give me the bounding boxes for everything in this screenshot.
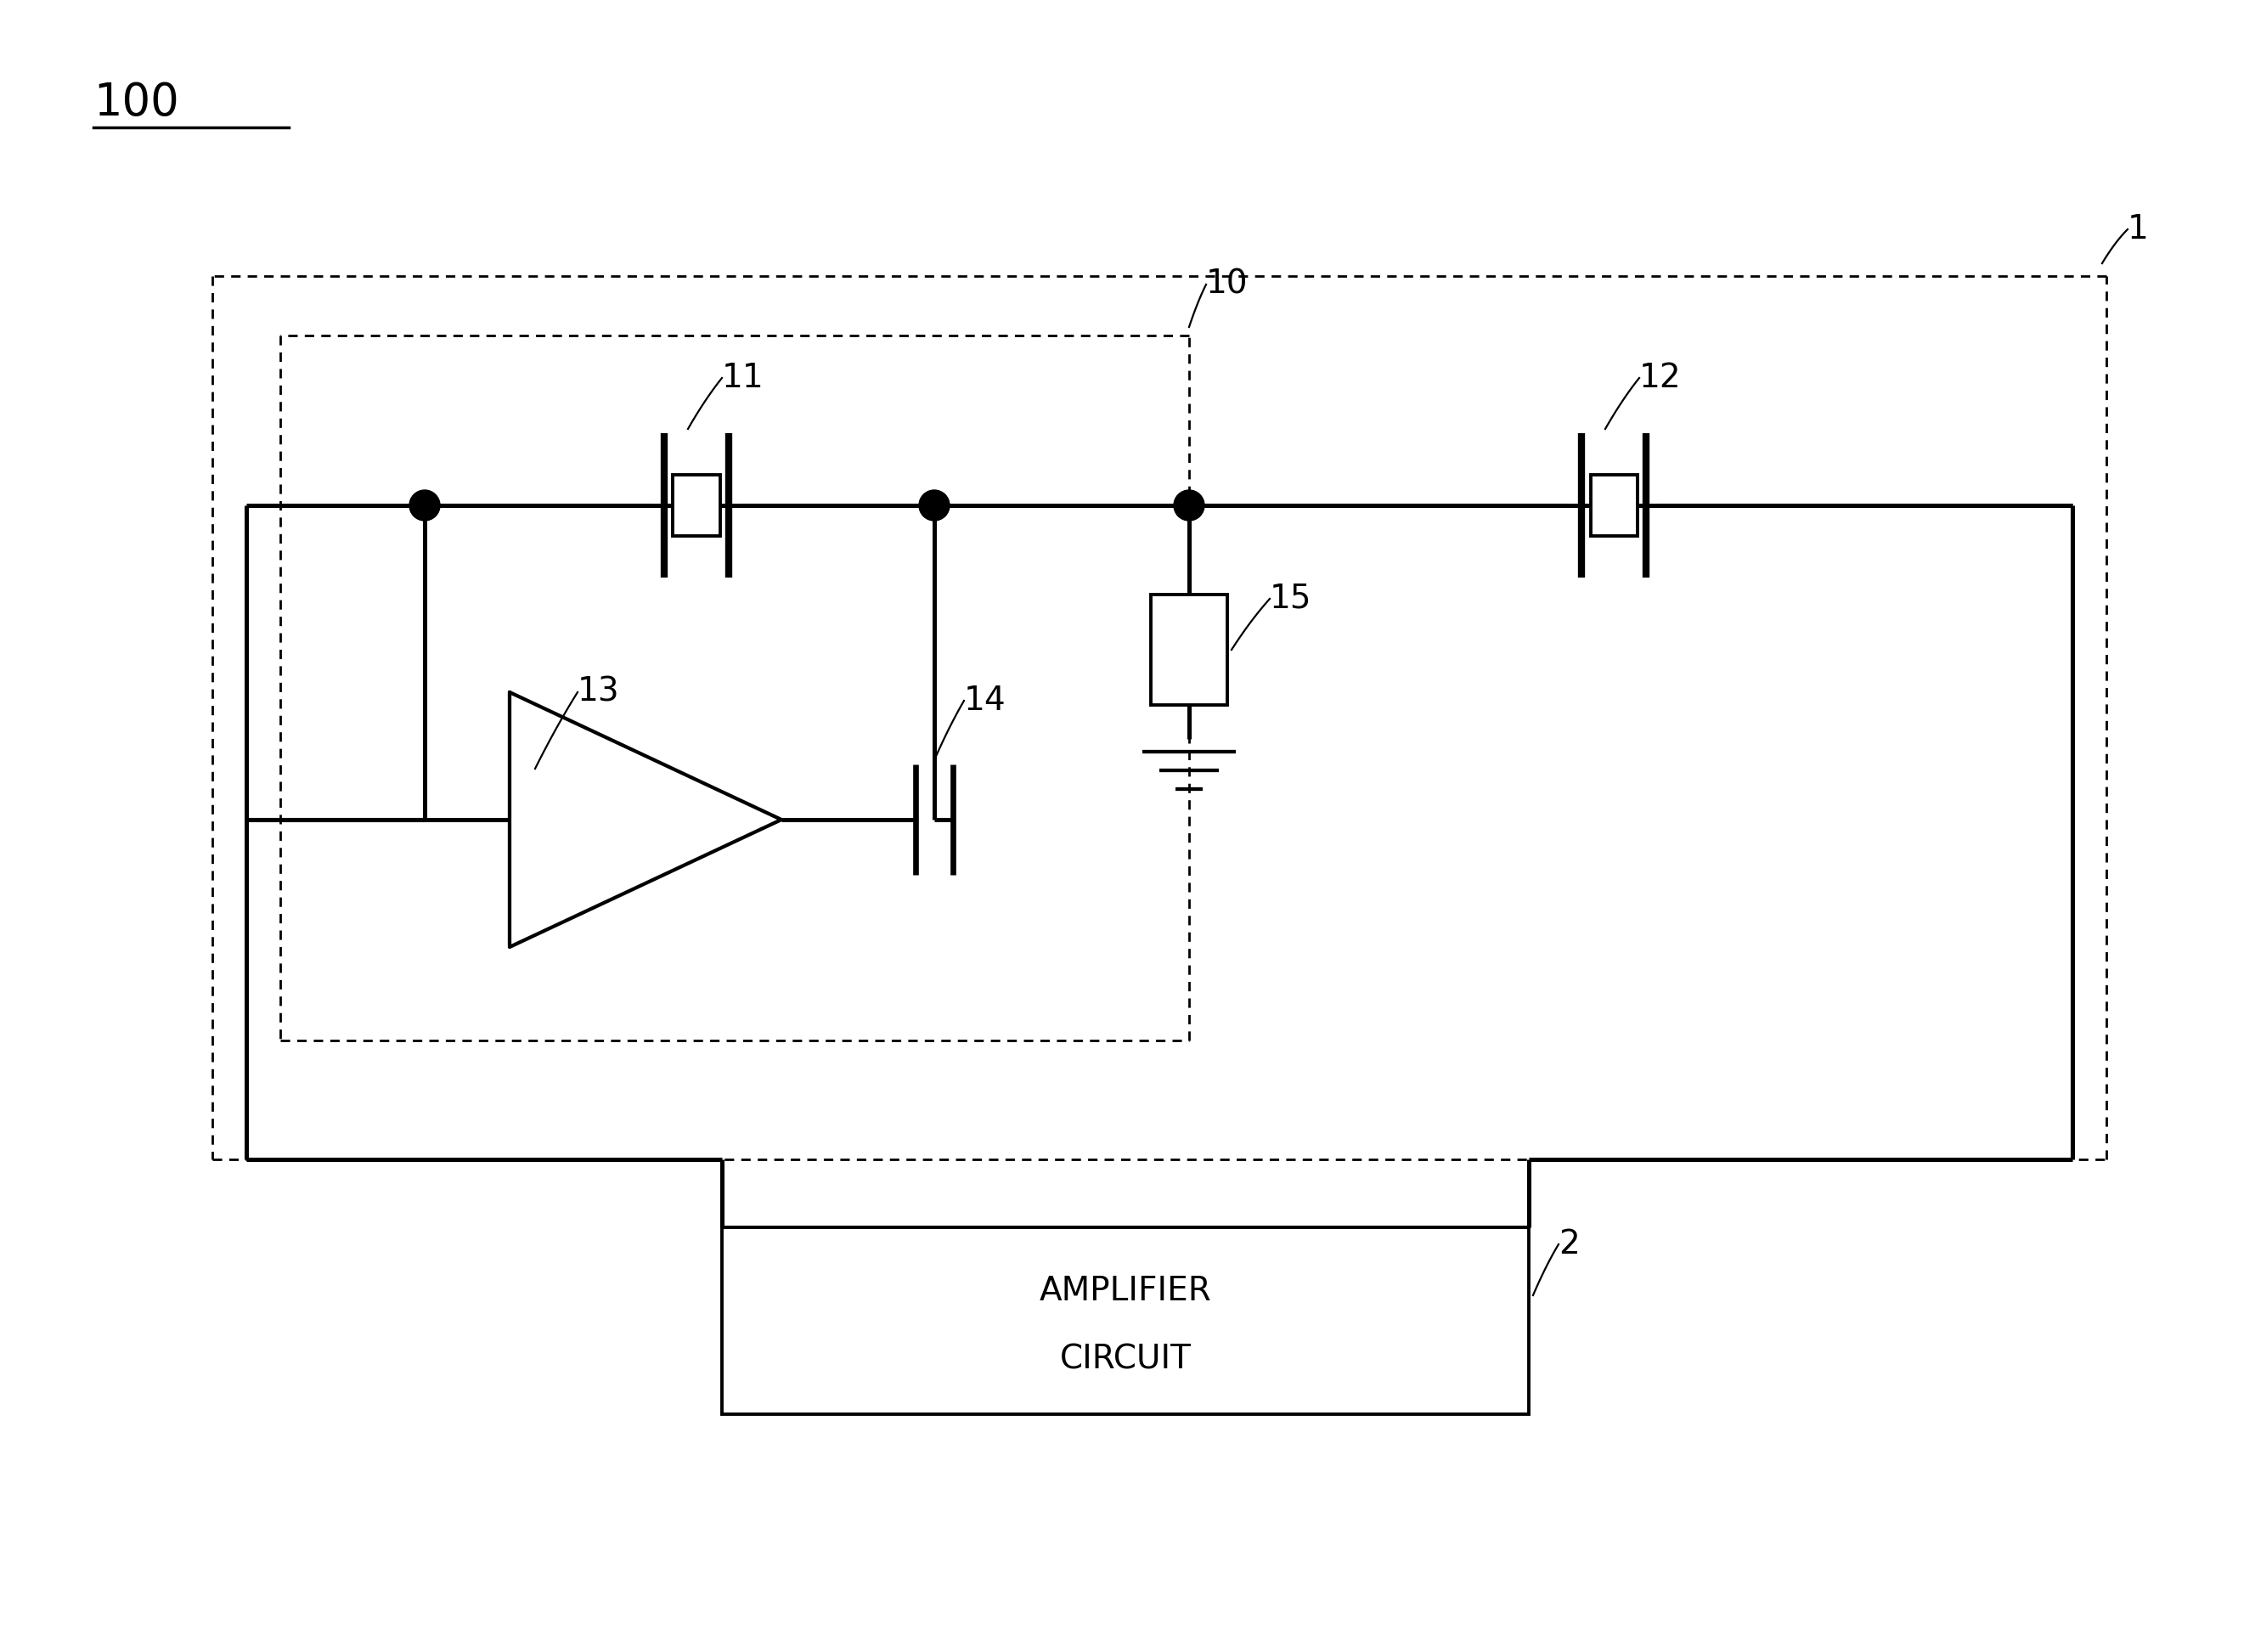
Text: CIRCUIT: CIRCUIT [1060, 1343, 1191, 1374]
Bar [1590, 474, 1637, 535]
Text: 11: 11 [722, 362, 764, 395]
Text: 12: 12 [1639, 362, 1682, 395]
Text: 15: 15 [1270, 583, 1312, 615]
Text: 13: 13 [577, 676, 620, 709]
Bar [1150, 595, 1227, 705]
Text: 100: 100 [92, 81, 178, 126]
Circle shape [410, 491, 440, 520]
Bar [672, 474, 719, 535]
Text: 10: 10 [1206, 268, 1249, 301]
Text: 2: 2 [1558, 1227, 1578, 1260]
Bar [722, 1227, 1529, 1414]
Text: 14: 14 [963, 684, 1006, 717]
Text: AMPLIFIER: AMPLIFIER [1040, 1275, 1211, 1307]
Text: 1: 1 [2129, 213, 2149, 246]
Circle shape [1175, 491, 1204, 520]
Circle shape [920, 491, 949, 520]
